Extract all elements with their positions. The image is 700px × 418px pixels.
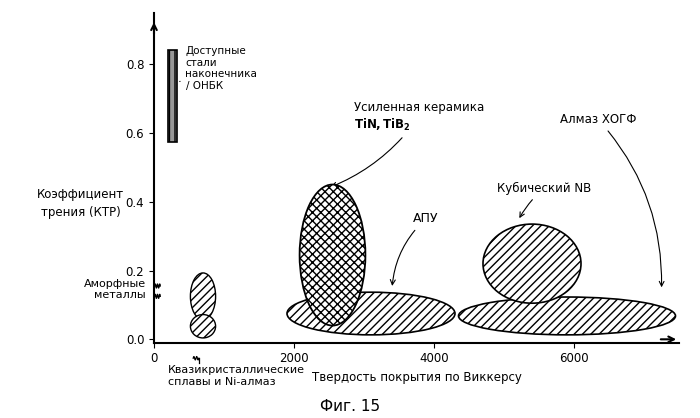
Text: АПУ: АПУ — [391, 212, 438, 285]
Text: Кубический NB: Кубический NB — [497, 182, 592, 217]
Text: Квазикристаллические: Квазикристаллические — [168, 365, 305, 375]
Ellipse shape — [458, 297, 676, 335]
Ellipse shape — [483, 224, 581, 303]
Text: Доступные
стали
наконечника
/ ОНБК: Доступные стали наконечника / ОНБК — [180, 46, 258, 91]
Text: Алмаз ХОГФ: Алмаз ХОГФ — [560, 113, 664, 286]
Text: Коэффициент: Коэффициент — [37, 189, 124, 201]
Text: металлы: металлы — [94, 290, 146, 300]
Text: трения (КТР): трения (КТР) — [41, 206, 120, 219]
Ellipse shape — [190, 315, 216, 338]
Ellipse shape — [190, 273, 216, 320]
Text: сплавы и Ni-алмаз: сплавы и Ni-алмаз — [168, 377, 276, 387]
Text: Усиленная керамика
$\mathbf{TiN, TiB_2}$: Усиленная керамика $\mathbf{TiN, TiB_2}$ — [332, 102, 484, 187]
Ellipse shape — [300, 184, 365, 326]
Bar — [168, 51, 177, 142]
Text: Фиг. 15: Фиг. 15 — [320, 399, 380, 414]
Text: Аморфные: Аморфные — [83, 279, 146, 289]
Ellipse shape — [287, 292, 455, 335]
X-axis label: Твердость покрытия по Виккерсу: Твердость покрытия по Виккерсу — [312, 371, 522, 384]
